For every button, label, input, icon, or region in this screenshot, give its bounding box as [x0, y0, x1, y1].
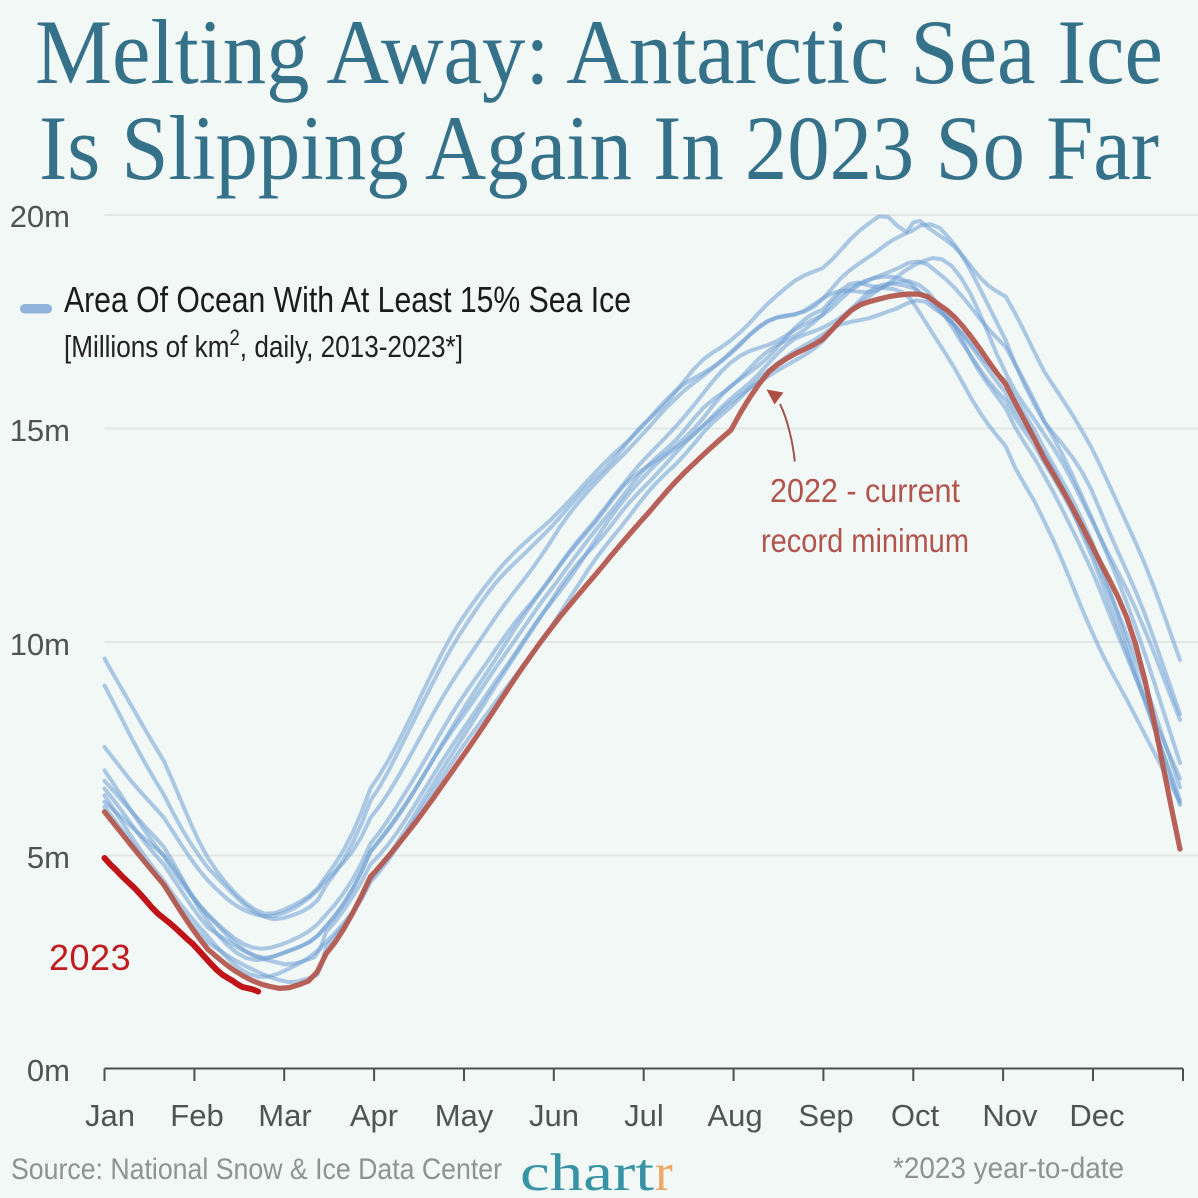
svg-text:2023: 2023: [49, 937, 131, 978]
svg-text:May: May: [435, 1098, 494, 1133]
svg-text:Jul: Jul: [624, 1098, 664, 1133]
svg-text:Jan: Jan: [85, 1098, 135, 1133]
svg-text:r: r: [655, 1144, 673, 1198]
svg-text:Area Of Ocean With At Least 15: Area Of Ocean With At Least 15% Sea Ice: [64, 279, 631, 320]
svg-text:Sep: Sep: [798, 1098, 853, 1133]
svg-text:Melting Away: Antarctic Sea Ic: Melting Away: Antarctic Sea Ice: [35, 1, 1163, 103]
svg-text:2022 - current: 2022 - current: [770, 472, 960, 509]
svg-text:20m: 20m: [10, 199, 70, 234]
svg-text:5m: 5m: [27, 840, 70, 875]
svg-text:Aug: Aug: [707, 1098, 762, 1133]
svg-text:chart: chart: [520, 1144, 654, 1198]
svg-text:10m: 10m: [10, 627, 70, 662]
svg-text:15m: 15m: [10, 413, 70, 448]
svg-text:Is Slipping Again In 2023 So F: Is Slipping Again In 2023 So Far: [39, 97, 1159, 199]
svg-text:Oct: Oct: [891, 1098, 940, 1133]
svg-text:0m: 0m: [27, 1053, 70, 1088]
svg-text:record minimum: record minimum: [761, 522, 969, 559]
svg-text:*2023 year-to-date: *2023 year-to-date: [893, 1152, 1124, 1185]
svg-text:Dec: Dec: [1069, 1098, 1124, 1133]
svg-text:Feb: Feb: [170, 1098, 223, 1133]
svg-text:Mar: Mar: [258, 1098, 311, 1133]
svg-text:Jun: Jun: [529, 1098, 579, 1133]
svg-text:Apr: Apr: [350, 1098, 398, 1133]
svg-text:Source: National Snow & Ice Da: Source: National Snow & Ice Data Center: [11, 1153, 502, 1186]
svg-text:[Millions of km2, daily, 2013-: [Millions of km2, daily, 2013-2023*]: [64, 325, 463, 364]
svg-text:Nov: Nov: [982, 1098, 1038, 1133]
